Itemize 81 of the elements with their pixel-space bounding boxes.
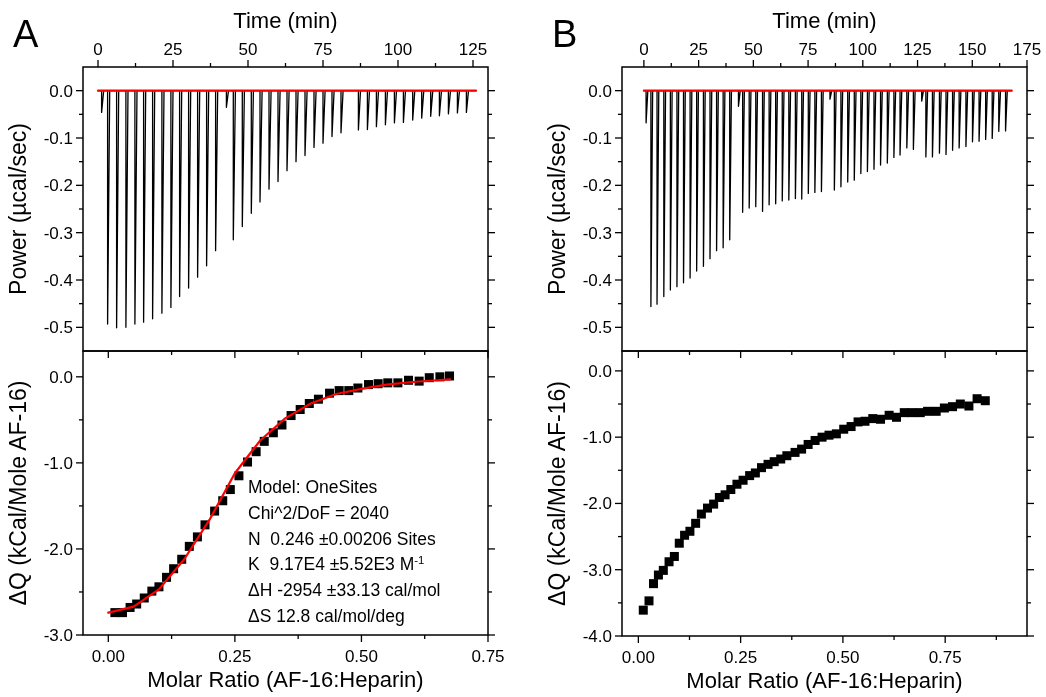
y-tick-label: -0.5 — [43, 318, 73, 338]
point — [797, 444, 807, 454]
x-tick-label: 75 — [313, 40, 333, 59]
x-axis-title: Molar Ratio (AF-16:Heparin) — [147, 667, 424, 692]
point — [685, 526, 695, 536]
x-tick-label: 0 — [639, 40, 649, 59]
x-axis-title: Molar Ratio (AF-16:Heparin) — [686, 668, 963, 693]
annotation: ΔS 12.8 cal/mol/deg — [248, 606, 405, 626]
annotation: Chi^2/DoF = 2040 — [248, 502, 390, 523]
point — [931, 406, 941, 416]
x-tick-label: 0 — [93, 40, 103, 59]
x-tick-label: 175 — [1012, 40, 1042, 59]
point — [709, 499, 719, 509]
x-tick-label: 125 — [903, 40, 932, 59]
x-axis-title: Time (min) — [233, 8, 338, 33]
annotation: K 9.17E4 ±5.52E3 M$^{-1}$ — [248, 554, 425, 575]
y-tick-label: 0.0 — [49, 367, 73, 387]
y-tick-label: -1.0 — [582, 428, 612, 448]
point — [638, 605, 648, 615]
y-tick-label: -0.1 — [43, 129, 73, 148]
y-tick-label: 0.0 — [588, 81, 612, 101]
x-tick-label: 0.75 — [928, 648, 962, 667]
point — [658, 565, 668, 575]
y-axis-title: ΔQ (kCal/Mole AF-16) — [544, 381, 570, 606]
y-tick-label: -3.0 — [43, 626, 73, 645]
point — [948, 402, 958, 412]
x-tick-label: 50 — [743, 40, 763, 59]
x-tick-label: 100 — [848, 40, 877, 59]
annotation: ΔH -2954 ±33.13 cal/mol — [248, 580, 441, 601]
x-tick-label: 150 — [958, 40, 987, 59]
point — [964, 401, 974, 411]
y-tick-label: 0.0 — [588, 361, 612, 381]
point — [876, 414, 886, 424]
chart-title: B — [552, 13, 578, 55]
annotation: Model: OneSites — [248, 477, 378, 497]
y-tick-label: -0.3 — [582, 223, 612, 243]
x-tick-label: 25 — [689, 40, 709, 59]
y-axis-title: Power (µcal/sec) — [5, 123, 31, 295]
x-tick-label: 0.75 — [471, 647, 505, 666]
x-tick-label: 50 — [238, 40, 258, 59]
point — [955, 399, 965, 409]
annotation: N 0.246 ±0.00206 Sites — [248, 528, 436, 549]
x-tick-label: 75 — [798, 40, 818, 59]
point — [972, 394, 982, 404]
y-tick-label: -0.4 — [582, 271, 612, 290]
y-tick-label: -0.2 — [43, 176, 73, 196]
y-tick-label: -1.0 — [43, 453, 73, 473]
point — [782, 451, 792, 461]
point — [669, 551, 679, 561]
y-tick-label: -0.4 — [43, 271, 73, 290]
x-tick-label: 0.50 — [826, 648, 860, 667]
point — [674, 538, 684, 548]
y-tick-label: 0.0 — [49, 81, 73, 101]
y-tick-label: -3.0 — [582, 560, 612, 580]
x-tick-label: 0.50 — [344, 647, 378, 666]
point — [892, 412, 901, 422]
point — [649, 579, 658, 589]
x-tick-label: 0.25 — [218, 647, 252, 666]
point — [839, 424, 849, 434]
chart-title: A — [13, 13, 39, 55]
y-axis-title: Power (µcal/sec) — [544, 123, 570, 295]
y-tick-label: -4.0 — [582, 627, 612, 646]
point — [644, 596, 654, 606]
x-tick-label: 0.25 — [724, 648, 758, 667]
x-axis-title: Time (min) — [772, 8, 877, 33]
y-tick-label: -0.5 — [582, 318, 612, 338]
point — [980, 396, 990, 406]
x-tick-label: 100 — [383, 40, 413, 59]
x-tick-label: 25 — [163, 40, 183, 59]
x-tick-label: 125 — [458, 40, 488, 59]
y-tick-label: -0.2 — [582, 176, 612, 196]
y-tick-label: -2.0 — [43, 539, 73, 559]
y-tick-label: -0.1 — [582, 129, 612, 148]
point — [846, 422, 856, 432]
point — [691, 518, 701, 528]
x-tick-label: 0.00 — [91, 647, 125, 666]
y-tick-label: -2.0 — [582, 494, 612, 514]
point — [939, 403, 949, 413]
y-axis-title: ΔQ (kCal/Mole AF-16) — [5, 380, 31, 606]
y-tick-label: -0.3 — [43, 223, 73, 243]
x-tick-label: 0.00 — [621, 648, 655, 667]
